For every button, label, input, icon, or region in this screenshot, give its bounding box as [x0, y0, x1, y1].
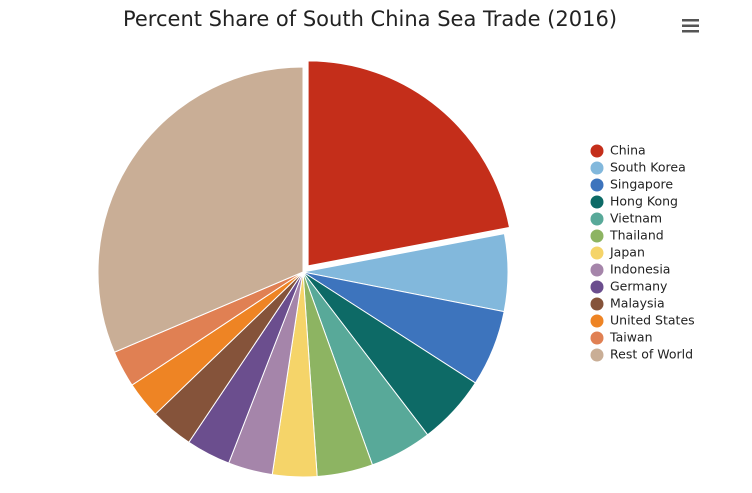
legend-label: South Korea — [610, 160, 686, 175]
legend-marker — [590, 229, 604, 243]
legend-label: Taiwan — [609, 330, 653, 345]
legend-marker — [590, 178, 604, 192]
legend-marker — [590, 195, 604, 209]
legend-marker — [590, 263, 604, 277]
legend-marker — [590, 161, 604, 175]
legend-marker — [590, 144, 604, 158]
legend-marker — [590, 314, 604, 328]
menu-bar[interactable] — [682, 30, 699, 33]
legend-marker — [590, 246, 604, 260]
legend-marker — [590, 331, 604, 345]
legend-marker — [590, 280, 604, 294]
legend-label: China — [610, 143, 646, 158]
legend-marker — [590, 212, 604, 226]
menu-bar[interactable] — [682, 19, 699, 22]
pie-slice — [307, 60, 511, 267]
legend-label: Germany — [610, 279, 668, 294]
chart-title: Percent Share of South China Sea Trade (… — [123, 7, 617, 31]
legend-label: United States — [610, 313, 695, 328]
legend-label: Vietnam — [610, 211, 662, 226]
legend-label: Singapore — [610, 177, 673, 192]
legend-marker — [590, 348, 604, 362]
legend-label: Indonesia — [610, 262, 670, 277]
pie-slice — [97, 66, 304, 353]
legend-label: Rest of World — [610, 347, 693, 362]
legend-label: Thailand — [609, 228, 664, 243]
legend-marker — [590, 297, 604, 311]
menu-button[interactable] — [682, 19, 699, 33]
legend-label: Malaysia — [610, 296, 665, 311]
legend-label: Japan — [609, 245, 645, 260]
menu-bar[interactable] — [682, 24, 699, 28]
legend-label: Hong Kong — [610, 194, 678, 209]
